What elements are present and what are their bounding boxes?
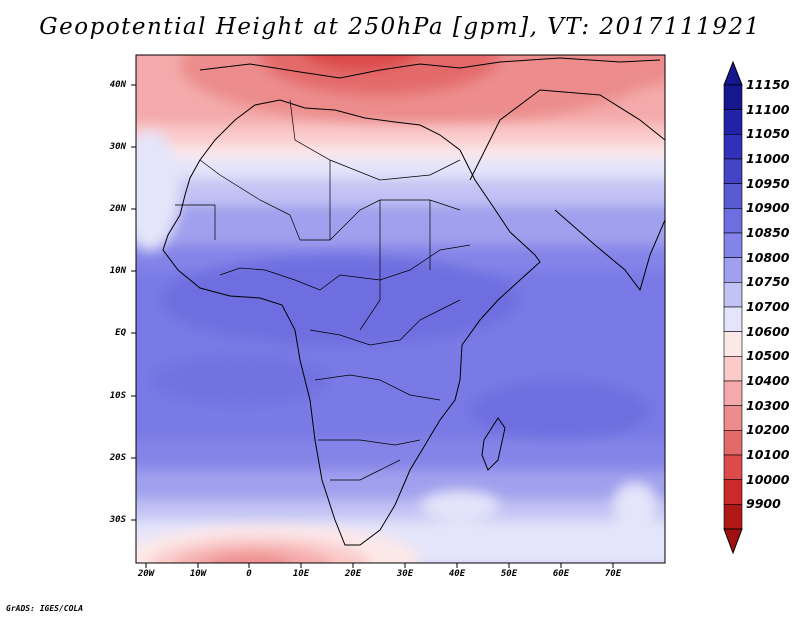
colorbar-label: 11100 — [746, 101, 790, 117]
colorbar-top-arrow — [723, 60, 743, 86]
colorbar-label: 10800 — [746, 249, 790, 265]
colorbar-label: 10400 — [746, 373, 790, 388]
credit-text: GrADS: IGES/COLA — [6, 604, 84, 613]
colorbar-label: 11050 — [746, 126, 790, 142]
colorbar-label: 10900 — [746, 200, 790, 216]
colorbar-cell — [723, 380, 743, 406]
map-title: Geopotential Height at 250hPa [gpm], VT:… — [39, 14, 761, 40]
coastlines — [162, 57, 665, 546]
colorbar-label: 10300 — [746, 397, 790, 413]
height-field — [136, 55, 665, 563]
lon-label: 70E — [604, 569, 622, 579]
lat-label: 30N — [109, 142, 126, 152]
lon-label: 60E — [552, 569, 570, 579]
colorbar — [723, 60, 743, 555]
lat-label: 40N — [109, 80, 126, 90]
lon-label: 10E — [292, 569, 310, 579]
lat-label: 20S — [109, 453, 126, 463]
lat-label: EQ — [115, 328, 126, 338]
colorbar-label: 10600 — [746, 323, 790, 339]
colorbar-label: 10200 — [746, 422, 790, 438]
lat-label: 20N — [109, 204, 126, 214]
colorbar-cell — [723, 257, 743, 283]
colorbar-cell — [723, 208, 743, 234]
colorbar-cell — [723, 405, 743, 431]
colorbar-cells — [723, 84, 743, 530]
colorbar-cell — [723, 479, 743, 505]
colorbar-cell — [723, 430, 743, 456]
colorbar-cell — [723, 454, 743, 480]
axis-ticks — [131, 84, 614, 568]
lon-label: 20E — [344, 569, 362, 579]
colorbar-cell — [723, 232, 743, 258]
lat-label: 10S — [109, 391, 126, 401]
colorbar-label: 10000 — [746, 471, 790, 487]
lon-label: 10W — [189, 569, 207, 579]
colorbar-cell — [723, 356, 743, 382]
colorbar-label: 10700 — [746, 299, 790, 314]
colorbar-cell — [723, 158, 743, 184]
lon-label: 20W — [137, 569, 155, 579]
lon-label: 0 — [246, 569, 252, 579]
colorbar-label: 10100 — [746, 447, 790, 462]
colorbar-cell — [723, 504, 743, 530]
colorbar-label: 10850 — [746, 225, 790, 240]
colorbar-label: 9900 — [746, 496, 781, 512]
colorbar-cell — [723, 331, 743, 357]
colorbar-label: 11000 — [746, 151, 790, 166]
colorbar-label: 10500 — [746, 348, 790, 364]
colorbar-cell — [723, 282, 743, 308]
colorbar-cell — [723, 84, 743, 110]
colorbar-cell — [723, 183, 743, 209]
lat-label: 10N — [109, 266, 126, 276]
lat-label: 30S — [109, 515, 126, 525]
plot-frame — [135, 54, 666, 564]
country-borders — [175, 99, 471, 481]
colorbar-cell — [723, 306, 743, 332]
colorbar-label: 10750 — [746, 274, 790, 290]
lon-label: 30E — [396, 569, 414, 579]
colorbar-cell — [723, 134, 743, 160]
colorbar-label: 10950 — [746, 175, 790, 191]
lon-label: 40E — [448, 569, 466, 579]
colorbar-cell — [723, 109, 743, 135]
colorbar-label: 11150 — [746, 77, 790, 92]
colorbar-bottom-arrow — [723, 528, 743, 555]
lon-label: 50E — [500, 569, 518, 579]
